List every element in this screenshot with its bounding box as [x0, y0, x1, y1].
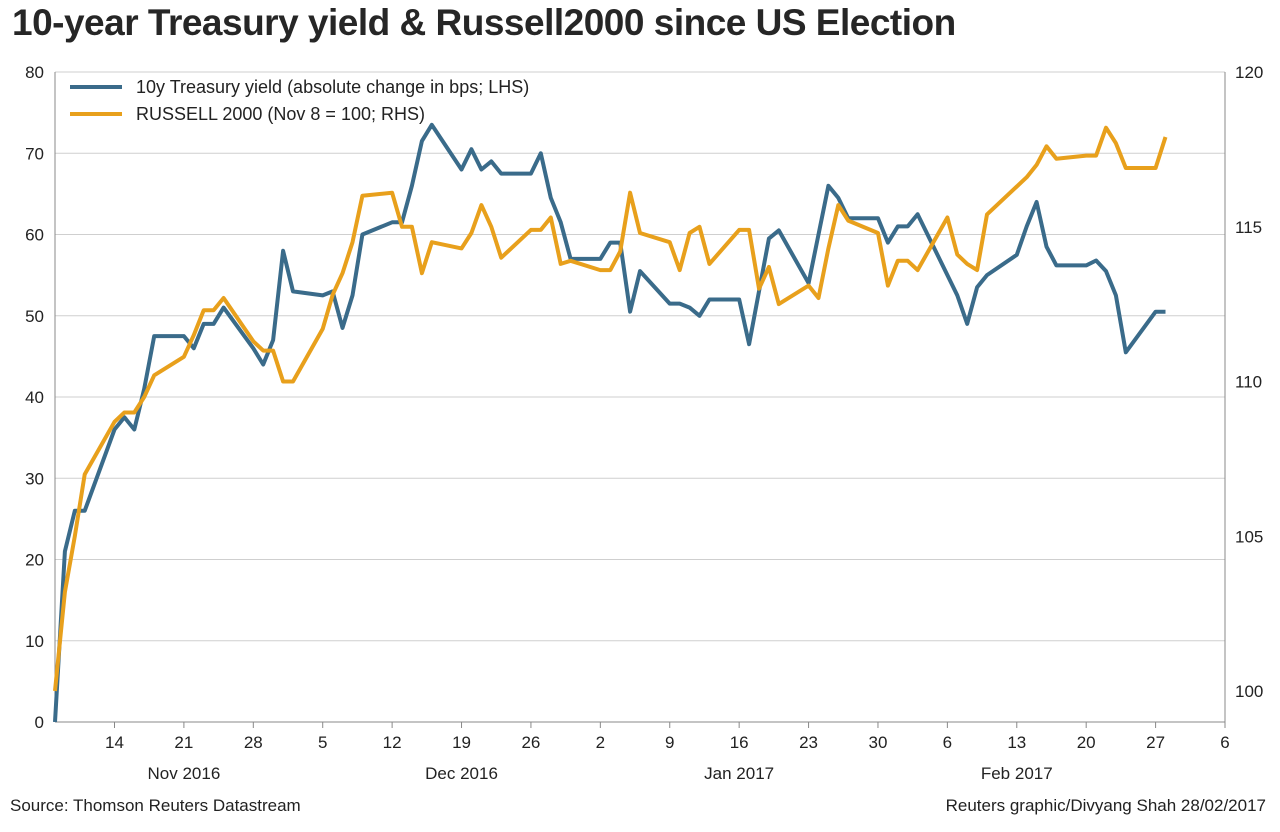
y-left-tick-label: 60: [25, 226, 44, 245]
x-tick-label: 16: [730, 733, 749, 752]
x-tick-label: 14: [105, 733, 124, 752]
y-left-tick-label: 40: [25, 388, 44, 407]
x-tick-label: 6: [943, 733, 952, 752]
x-month-label: Jan 2017: [704, 764, 774, 783]
y-right-tick-label: 115: [1235, 218, 1262, 237]
x-tick-label: 21: [174, 733, 193, 752]
chart-title: 10-year Treasury yield & Russell2000 sin…: [12, 2, 956, 43]
y-left-tick-label: 10: [25, 632, 44, 651]
x-tick-label: 28: [244, 733, 263, 752]
x-month-label: Dec 2016: [425, 764, 498, 783]
x-tick-label: 19: [452, 733, 471, 752]
x-month-label: Feb 2017: [981, 764, 1053, 783]
gridlines: [55, 71, 1225, 642]
y-left-tick-label: 80: [25, 63, 44, 82]
russell-2000-line: [53, 125, 1168, 692]
x-tick-label: 27: [1146, 733, 1165, 752]
y-right-tick-label: 120: [1235, 63, 1263, 82]
y-left-tick-label: 30: [25, 469, 44, 488]
x-tick-label: 20: [1077, 733, 1096, 752]
y-right-tick-label: 105: [1235, 527, 1263, 546]
x-tick-label: 5: [318, 733, 327, 752]
y-left-tick-label: 70: [25, 144, 44, 163]
credit-note: Reuters graphic/Divyang Shah 28/02/2017: [945, 796, 1266, 815]
y-left-tick-label: 0: [35, 713, 44, 732]
x-tick-label: 9: [665, 733, 674, 752]
x-tick-label: 26: [521, 733, 540, 752]
y-right-tick-label: 110: [1235, 373, 1262, 392]
x-tick-label: 23: [799, 733, 818, 752]
x-tick-label: 13: [1007, 733, 1026, 752]
x-tick-label: 30: [869, 733, 888, 752]
source-note: Source: Thomson Reuters Datastream: [10, 796, 301, 815]
axes: 0 10 20 30 40 50 60 70 80 100 105 110 115 120 14 21 28 5 1…: [25, 63, 1263, 783]
x-month-label: Nov 2016: [148, 764, 221, 783]
legend-label: 10y Treasury yield (absolute change in b…: [136, 77, 529, 97]
x-tick-label: 2: [596, 733, 605, 752]
x-tick-label: 12: [383, 733, 402, 752]
y-left-tick-label: 20: [25, 551, 44, 570]
y-left-tick-label: 50: [25, 307, 44, 326]
x-tick-label: 6: [1220, 733, 1229, 752]
legend: 10y Treasury yield (absolute change in b…: [70, 77, 529, 124]
series-lines: [53, 122, 1168, 723]
y-right-tick-label: 100: [1235, 682, 1263, 701]
treasury-yield-line: [53, 122, 1166, 723]
legend-label: RUSSELL 2000 (Nov 8 = 100; RHS): [136, 104, 425, 124]
